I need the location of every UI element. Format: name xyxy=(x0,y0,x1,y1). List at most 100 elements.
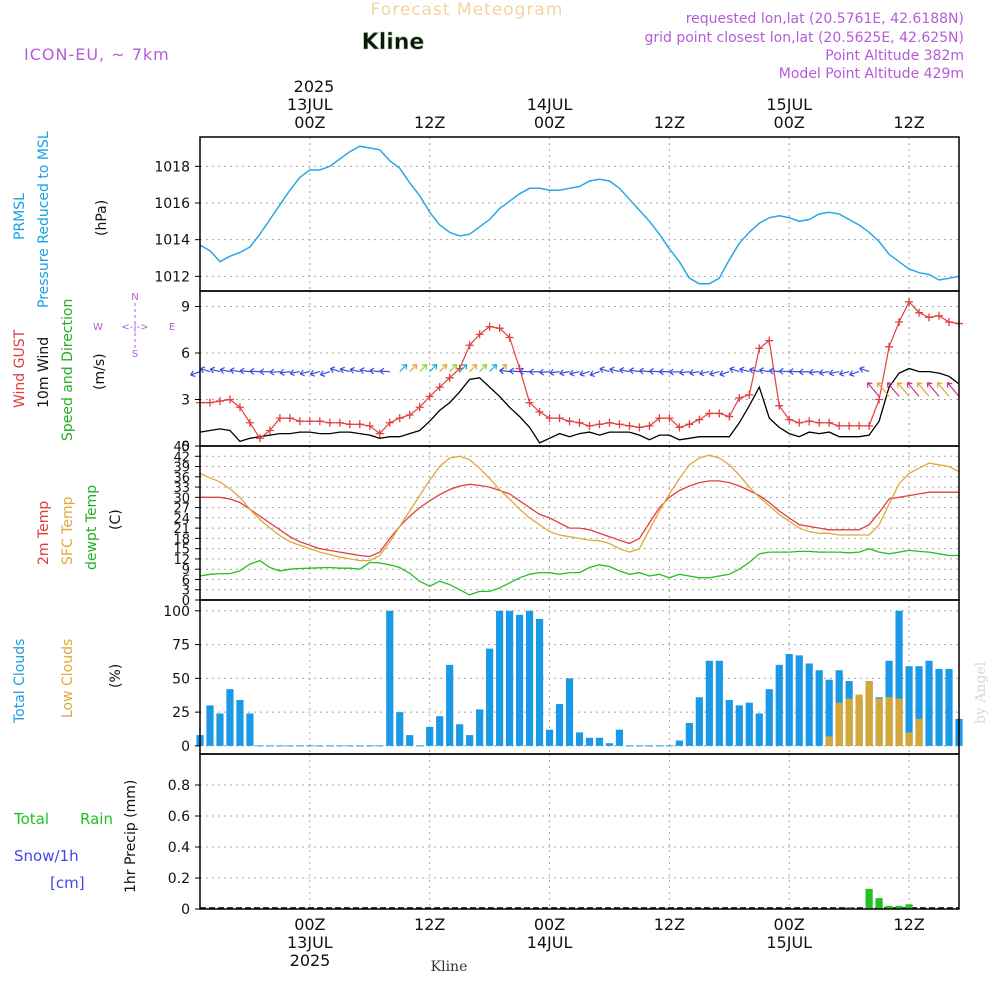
wind-gust-marker xyxy=(225,395,234,404)
precip-bar xyxy=(865,888,873,909)
wind-arrow-shape xyxy=(479,363,488,373)
top-hour-label: 12Z xyxy=(893,113,924,132)
precip-labels: Total Rain Snow/1h [cm] 1hr Precip (mm) xyxy=(13,780,139,893)
wind-gust-marker xyxy=(565,417,574,426)
wind-arrow-shape xyxy=(449,363,458,373)
wind-arrow-shape xyxy=(669,368,680,376)
wind-10m-label: 10m Wind xyxy=(36,337,52,408)
bottom-year-label: 2025 xyxy=(290,951,331,970)
wind-arrow-shape xyxy=(190,370,201,378)
wind-gust-marker xyxy=(595,420,604,429)
wind-gust-marker xyxy=(485,322,494,331)
wind-arrow-shape xyxy=(639,367,650,375)
snow-unit: [cm] xyxy=(50,874,85,892)
cloud-bar-total-clouds xyxy=(745,702,753,746)
y-tick-label: 27 xyxy=(173,502,190,517)
clouds-unit: (%) xyxy=(108,664,124,688)
cloud-bar-total-clouds xyxy=(216,713,224,746)
wind-direction-arrow xyxy=(679,368,690,376)
y-tick-label: 0.4 xyxy=(168,840,190,856)
y-tick-label: 0.2 xyxy=(168,871,190,887)
wind-arrow-shape xyxy=(629,367,640,375)
wind-gust-marker xyxy=(735,393,744,402)
wind-direction-arrow xyxy=(479,363,488,373)
wind-direction-arrow xyxy=(798,368,810,376)
wind-arrow-shape xyxy=(749,366,760,374)
cloud-bar-total-clouds xyxy=(925,660,933,746)
wind-arrow-shape xyxy=(279,368,290,376)
wind-direction-arrow xyxy=(839,369,850,377)
wind-gust-marker xyxy=(715,409,724,418)
bottom-hour-label: 00Z xyxy=(534,915,565,934)
precip-bar xyxy=(875,898,883,909)
wind-gust-marker xyxy=(555,414,564,423)
wind-direction-arrow xyxy=(828,369,840,377)
wind-gust-marker xyxy=(665,414,674,423)
cloud-bar-total-clouds xyxy=(775,664,783,746)
wind-arrow-shape xyxy=(299,369,310,377)
wind-gust-marker xyxy=(585,421,594,430)
cloud-bar-total-clouds xyxy=(815,670,823,746)
wind-direction-arrow xyxy=(209,366,221,374)
cloud-bar-total-clouds xyxy=(695,697,703,746)
wind-direction-arrow xyxy=(439,363,448,373)
wind-direction-arrow xyxy=(768,367,780,375)
cloud-bar-total-clouds xyxy=(715,660,723,746)
wind-direction-arrow xyxy=(529,368,540,376)
wind-gust-marker xyxy=(335,418,344,427)
wind-gust-marker xyxy=(765,336,774,345)
wind-arrow-shape xyxy=(649,367,660,375)
wind-direction-arrow xyxy=(609,366,620,374)
compass-w: W xyxy=(93,322,103,333)
wind-gust-marker xyxy=(625,421,634,430)
bottom-hour-label: 00Z xyxy=(294,915,325,934)
y-tick-label: 9 xyxy=(181,300,190,316)
wind-direction-arrow xyxy=(926,382,940,397)
y-tick-label: 6 xyxy=(181,346,190,362)
wind-direction-arrow xyxy=(589,370,600,378)
wind-direction-arrow xyxy=(399,363,408,373)
cloud-bar-total-clouds xyxy=(585,737,594,746)
wind-arrow-shape xyxy=(359,367,370,375)
wind-direction-arrow xyxy=(379,367,390,375)
wind-arrow-shape xyxy=(659,368,670,376)
wind-direction-arrow xyxy=(859,366,870,373)
cloud-bar-total-clouds xyxy=(915,666,923,746)
wind-10m-line xyxy=(199,367,960,444)
wind-gust-marker xyxy=(385,418,394,427)
precip-bar xyxy=(885,905,893,909)
bottom-hour-label: 00Z xyxy=(774,915,805,934)
cloud-bar-total-clouds xyxy=(705,660,713,746)
wind-gust-marker xyxy=(245,418,254,427)
cloud-bar-total-clouds xyxy=(466,735,474,746)
wind-gust-marker xyxy=(395,414,404,423)
wind-direction-arrow xyxy=(369,367,380,375)
wind-gust-marker xyxy=(415,403,424,412)
wind-direction-arrow xyxy=(689,369,700,377)
wind-arrow-shape xyxy=(609,366,620,374)
y-tick-label: 30 xyxy=(173,491,190,506)
cloud-bar-total-clouds xyxy=(895,610,903,746)
wind-direction-arrow xyxy=(299,369,310,377)
wind-direction-arrow xyxy=(649,367,660,375)
cloud-bar-low-clouds xyxy=(885,697,893,746)
wind-arrow-shape xyxy=(569,369,580,377)
wind-direction-arrow xyxy=(349,366,360,374)
cloud-bar-total-clouds xyxy=(595,737,604,746)
wind-direction-arrow xyxy=(619,366,630,374)
pressure-msl-label: Pressure Reduced to MSL xyxy=(36,131,52,308)
wind-gust-marker xyxy=(835,421,844,430)
y-tick-label: 15 xyxy=(173,543,190,558)
cloud-bar-total-clouds xyxy=(525,610,534,746)
requested-coords: requested lon,lat (20.5761E, 42.6188N) xyxy=(686,11,964,27)
wind-direction-arrow xyxy=(409,363,418,373)
top-hour-label: 12Z xyxy=(654,113,685,132)
temp-line-dewpt-temp xyxy=(199,548,959,596)
total-rain-total: Total xyxy=(13,810,49,828)
wind-direction-arrow xyxy=(559,369,570,377)
watermark: by Angel xyxy=(973,661,989,724)
bottom-hour-label: 12Z xyxy=(654,915,685,934)
wind-unit: (m/s) xyxy=(92,353,108,390)
